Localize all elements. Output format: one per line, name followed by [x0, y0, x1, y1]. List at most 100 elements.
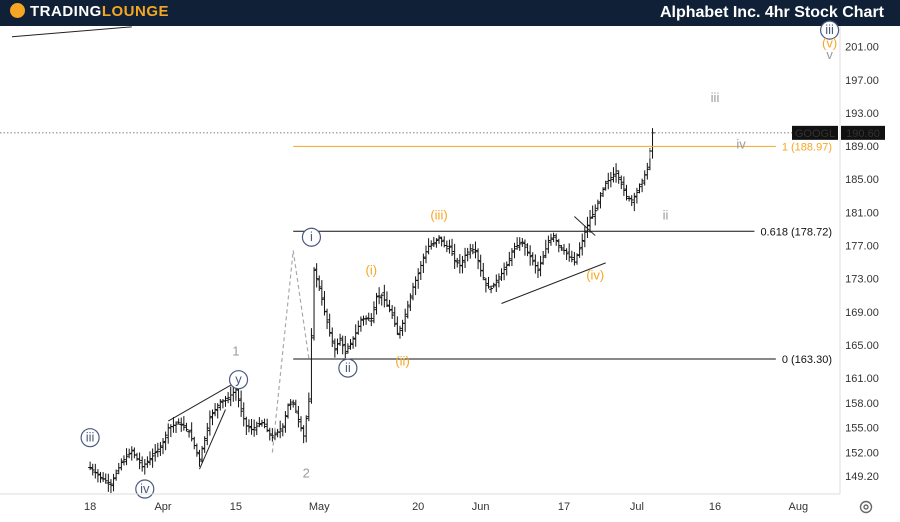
trendline	[271, 250, 310, 453]
wave-label: 1	[232, 344, 239, 359]
ohlc-bar	[413, 276, 418, 296]
ohlc-bar	[569, 250, 574, 263]
svg-text:(ii): (ii)	[395, 353, 409, 368]
x-tick-label: Jun	[472, 501, 490, 513]
trendline	[501, 262, 606, 304]
wave-label: (i)	[366, 262, 378, 277]
ohlc-bar	[614, 163, 619, 183]
ohlc-bar	[174, 421, 179, 433]
ohlc-bar	[470, 244, 475, 255]
ohlc-bar	[390, 305, 395, 319]
ohlc-bar	[481, 262, 486, 281]
ohlc-bar	[194, 443, 199, 457]
ohlc-bar	[187, 429, 192, 438]
ohlc-bar	[280, 423, 285, 437]
ohlc-bar	[567, 243, 572, 262]
wave-label: iv	[135, 479, 155, 499]
ohlc-bar	[486, 276, 491, 289]
page-title: Alphabet Inc. 4hr Stock Chart	[659, 4, 884, 21]
wave-label: iv	[736, 136, 746, 151]
y-tick-label: 165.00	[845, 340, 879, 352]
ohlc-bar	[161, 438, 166, 455]
ohlc-bar	[533, 254, 538, 274]
y-tick-label: 161.00	[845, 373, 879, 385]
ohlc-bar	[312, 267, 317, 341]
svg-text:ii: ii	[345, 360, 351, 375]
ohlc-bar	[314, 263, 319, 288]
wave-label: (v)	[822, 35, 837, 50]
ohlc-bar	[575, 253, 580, 265]
ohlc-bar	[650, 128, 655, 159]
wave-label: (ii)	[395, 353, 409, 368]
ohlc-bar	[220, 398, 225, 409]
logo-suffix: LOUNGE	[101, 3, 169, 20]
ohlc-bar	[627, 195, 632, 202]
ohlc-bar	[410, 282, 415, 301]
ohlc-bar	[116, 462, 121, 475]
ohlc-bar	[140, 456, 145, 472]
level-label: 0 (163.30)	[782, 354, 832, 366]
ohlc-bar	[559, 244, 564, 251]
ohlc-bar	[374, 292, 379, 315]
ohlc-bar	[437, 235, 442, 244]
ohlc-bar	[494, 274, 499, 293]
ohlc-bar	[528, 245, 533, 266]
ohlc-bar	[150, 448, 155, 468]
ohlc-bar	[340, 335, 345, 355]
ohlc-bar	[645, 162, 650, 180]
ohlc-bar	[538, 255, 543, 277]
ohlc-bar	[351, 336, 356, 349]
ohlc-bar	[457, 254, 462, 274]
ohlc-bar	[215, 403, 220, 419]
x-tick-label: 18	[84, 501, 96, 513]
ohlc-bar	[522, 239, 527, 256]
ohlc-bar	[288, 399, 293, 410]
svg-text:i: i	[648, 146, 651, 161]
svg-text:iii: iii	[711, 90, 720, 105]
gear-icon[interactable]	[858, 499, 874, 515]
ohlc-bar	[489, 285, 494, 294]
ohlc-bar	[595, 199, 600, 211]
ohlc-bar	[541, 251, 546, 265]
ohlc-bar	[239, 390, 244, 417]
ohlc-bar	[226, 392, 231, 404]
ohlc-bar	[619, 175, 624, 190]
ohlc-bar	[119, 458, 124, 471]
ohlc-bar	[535, 261, 540, 279]
ohlc-bar	[299, 416, 304, 432]
ohlc-bar	[257, 417, 262, 428]
ohlc-bar	[395, 316, 400, 336]
ohlc-bar	[640, 178, 645, 193]
ohlc-bar	[241, 402, 246, 427]
ohlc-bar	[460, 255, 465, 274]
ohlc-bar	[424, 245, 428, 264]
wave-label: 2	[303, 465, 310, 480]
ohlc-bar	[525, 243, 530, 257]
ohlc-bar	[632, 192, 637, 212]
svg-text:iv: iv	[736, 136, 746, 151]
svg-text:iii: iii	[86, 430, 95, 445]
ohlc-bar	[429, 240, 434, 250]
ohlc-bar	[473, 241, 478, 259]
level-label: 0.618 (178.72)	[760, 226, 832, 238]
trendline	[11, 26, 132, 38]
ohlc-bar	[202, 436, 207, 453]
ohlc-bar	[228, 386, 233, 407]
ohlc-bar	[590, 205, 595, 219]
ohlc-bar	[88, 461, 93, 471]
ohlc-bar	[509, 248, 514, 267]
ohlc-bar	[517, 237, 522, 251]
svg-text:(v): (v)	[822, 35, 837, 50]
ohlc-bar	[317, 275, 322, 291]
annotation-lines: 1 (188.97) 0.618 (178.72) 0 (163.30)	[0, 26, 840, 470]
ohlc-bar	[325, 308, 330, 330]
ohlc-bar	[145, 456, 150, 468]
ohlc-bar	[348, 339, 353, 350]
ohlc-bar	[278, 420, 283, 439]
ohlc-bar	[254, 421, 259, 436]
ohlc-bar	[418, 261, 423, 280]
x-tick-label: 16	[709, 501, 721, 513]
ohlc-bar	[452, 243, 457, 270]
wave-label: (iv)	[586, 267, 604, 282]
